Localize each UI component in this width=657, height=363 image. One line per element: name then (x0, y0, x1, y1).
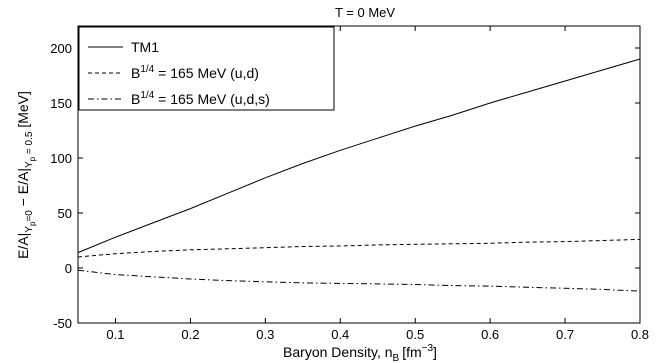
series-lines (77, 58, 641, 292)
legend-label-uds-sup: 1/4 (140, 90, 154, 101)
x-axis-label-sub: B (393, 353, 400, 363)
y-label-minus: − (15, 194, 31, 210)
axis-ticks: 0.1 0.2 0.3 0.4 0.5 0.6 0.7 0.8 -50 0 50 100 150 200 (50, 26, 649, 342)
x-tick-label: 0.5 (406, 327, 424, 342)
y-label-a: E/A| (15, 233, 31, 259)
x-tick-label: 0.4 (331, 327, 349, 342)
legend-label-tm1: TM1 (131, 39, 159, 55)
x-axis-label-unit-close: ] (433, 344, 437, 360)
legend: TM1 B1/4 = 165 MeV (u,d) B1/4 = 165 MeV … (78, 26, 335, 111)
y-tick-label: 200 (50, 41, 72, 56)
y-label-b-subsub: p (28, 156, 37, 161)
legend-box (78, 26, 335, 111)
x-tick-label: 0.1 (106, 327, 124, 342)
x-axis-label-unit-sup: −3 (422, 343, 434, 354)
x-tick-label: 0.7 (556, 327, 574, 342)
y-tick-label: 0 (65, 261, 72, 276)
x-tick-label: 0.2 (181, 327, 199, 342)
x-tick-label: 0.8 (631, 327, 649, 342)
legend-label-uds-pre: B (131, 91, 140, 107)
series-line-tm1 (77, 58, 641, 254)
y-label-b-val: = 0.5 (24, 131, 35, 157)
chart-title: T = 0 MeV (335, 5, 395, 20)
legend-label-ud-post: = 165 MeV (u,d) (154, 65, 259, 81)
x-tick-label: 0.6 (481, 327, 499, 342)
x-axis-label: Baryon Density, nB [fm−3] (283, 343, 437, 363)
y-label-a-val: =0 (24, 210, 35, 222)
x-axis-label-main: Baryon Density, n (283, 344, 392, 360)
x-tick-label: 0.3 (256, 327, 274, 342)
y-axis-label: E/A|Yp=0 − E/A|Yp = 0.5 [MeV] (15, 91, 37, 259)
y-tick-label: 50 (58, 206, 72, 221)
legend-label-uds-post: = 165 MeV (u,d,s) (154, 91, 270, 107)
y-tick-label: 150 (50, 96, 72, 111)
y-label-unit: [MeV] (15, 91, 31, 131)
y-label-a-sub: Y (24, 226, 35, 233)
legend-label-ud-sup: 1/4 (140, 64, 154, 75)
y-tick-label: 100 (50, 151, 72, 166)
series-line-uds (77, 269, 641, 292)
y-tick-label: -50 (53, 316, 72, 331)
legend-label-ud-pre: B (131, 65, 140, 81)
y-label-a-subsub: p (28, 221, 37, 226)
series-line-ud (77, 238, 641, 258)
y-label-b-sub: Y (24, 161, 35, 168)
legend-label-uds: B1/4 = 165 MeV (u,d,s) (131, 90, 270, 107)
y-label-b: E/A| (15, 168, 31, 194)
legend-label-ud: B1/4 = 165 MeV (u,d) (131, 64, 259, 81)
x-axis-label-unit: [fm (402, 344, 421, 360)
